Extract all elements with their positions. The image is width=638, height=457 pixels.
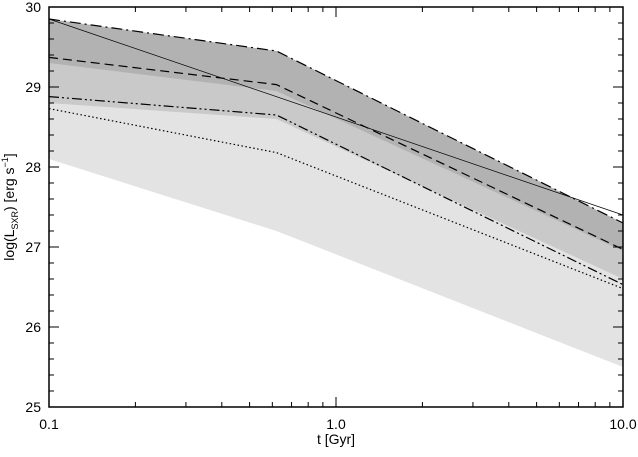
x-axis-label: t [Gyr]: [317, 431, 355, 447]
shaded-band-1: [49, 79, 623, 367]
plot-frame: [48, 6, 624, 408]
x-tick-label: 1.0: [326, 416, 346, 432]
series-lines: [48, 18, 624, 290]
y-tick-label: 27: [25, 239, 41, 255]
shaded-band-3: [49, 19, 623, 251]
y-tick-label: 29: [25, 79, 41, 95]
series-line-dashed: [48, 56, 624, 250]
shaded-bands: [49, 19, 623, 367]
shaded-band-2: [49, 39, 623, 279]
series-line-dash-dot: [48, 18, 624, 224]
x-tick-label: 10.0: [609, 416, 636, 432]
series-line-dotted: [48, 108, 624, 290]
y-axis-label-sup: −1: [0, 157, 10, 167]
tick-labels: 0.1 1.0 10.0 25 26 27 28 29 30: [25, 0, 636, 432]
y-tick-label: 26: [25, 319, 41, 335]
y-axis-label-close: ]: [1, 153, 17, 157]
y-axis-label-main: log(L: [1, 229, 17, 260]
y-tick-label: 30: [25, 0, 41, 15]
y-tick-label: 25: [25, 399, 41, 415]
series-line-dash-dot-dot: [48, 96, 624, 286]
series-line-thin-solid: [48, 18, 624, 216]
y-tick-label: 28: [25, 159, 41, 175]
y-axis-label-sub: SXR: [10, 211, 20, 230]
x-tick-label: 0.1: [39, 416, 59, 432]
y-axis-label-units: ) [erg s: [1, 167, 17, 211]
y-axis-label: log(LSXR) [erg s−1]: [0, 153, 20, 260]
